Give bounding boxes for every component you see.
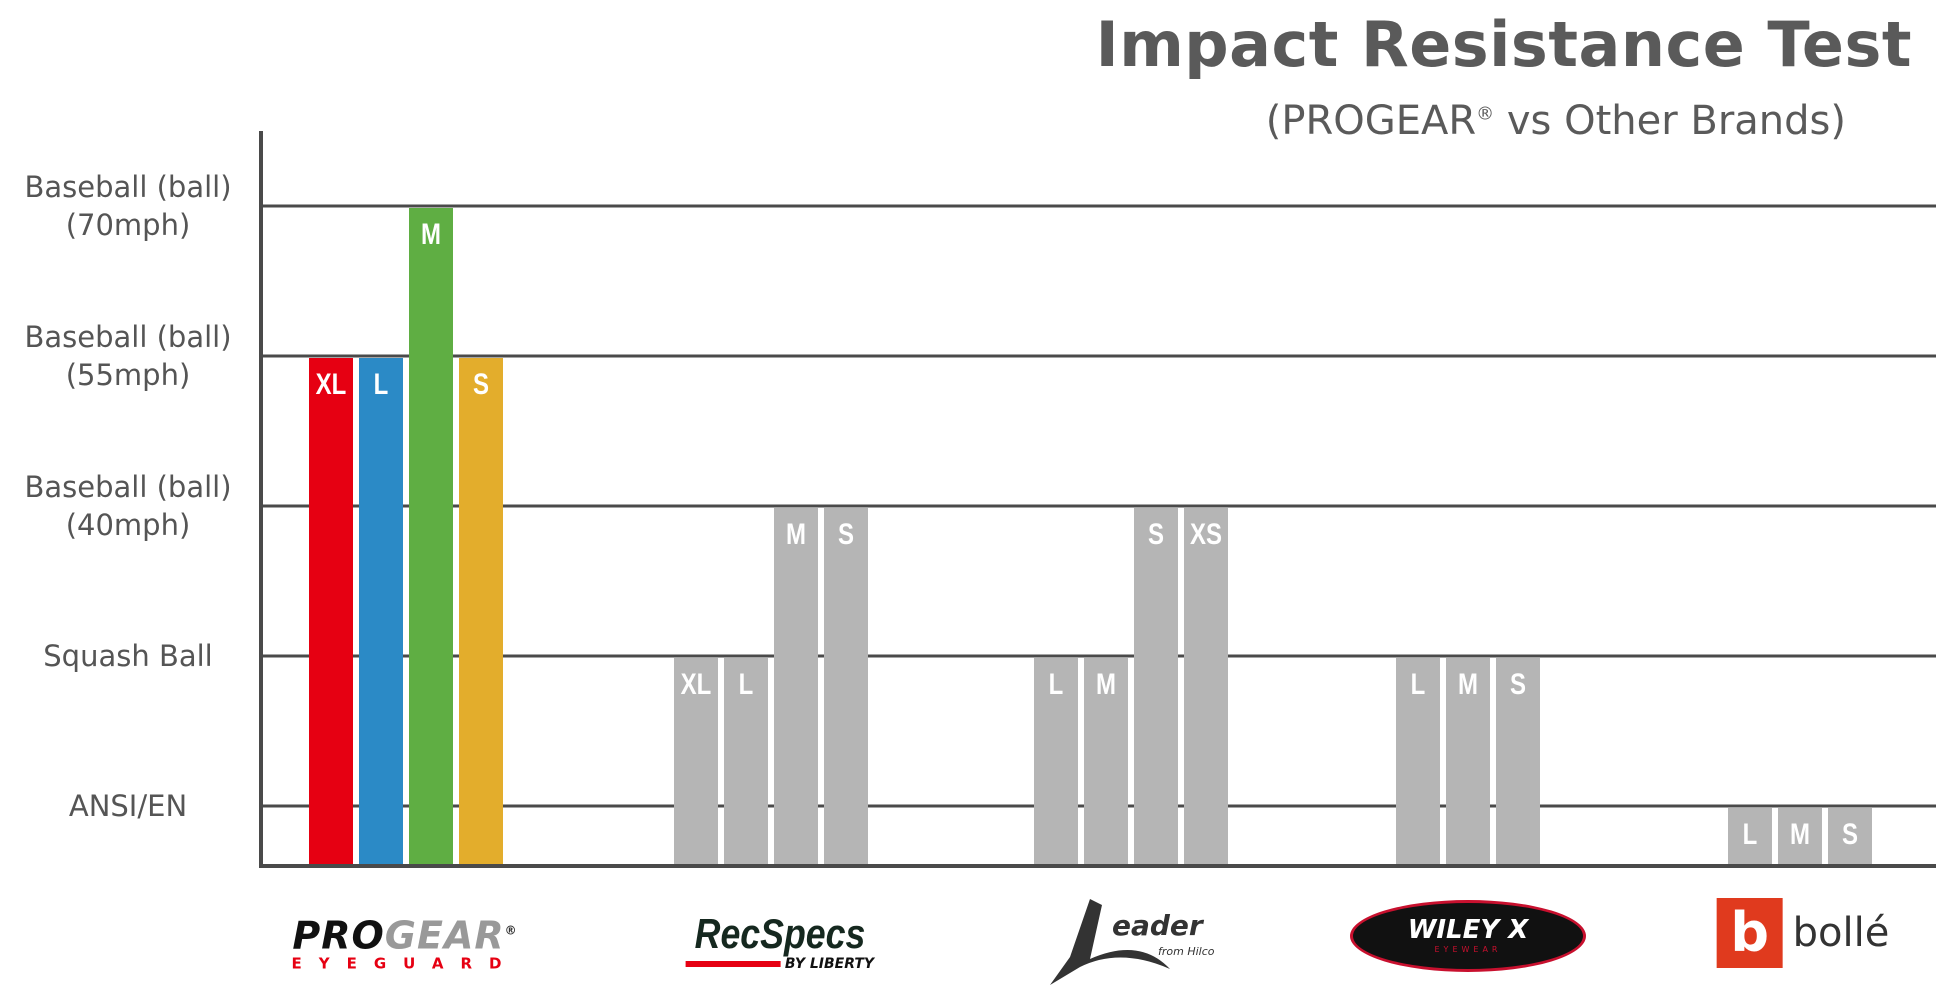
bar	[674, 658, 718, 866]
y-tick-label: (55mph)	[66, 358, 191, 392]
bar	[459, 358, 503, 866]
bar	[1184, 508, 1228, 866]
bar	[824, 508, 868, 866]
bar	[409, 208, 453, 866]
progear-logo: PROGEAR® EYEGUARD	[291, 913, 519, 973]
bar	[1496, 658, 1540, 866]
subtitle-prefix: (PROGEAR	[1265, 98, 1477, 144]
bar-size-label: S	[1510, 666, 1526, 700]
bar	[1084, 658, 1128, 866]
bar-size-label: L	[739, 666, 754, 700]
bar	[774, 508, 818, 866]
bar-size-label: M	[1096, 666, 1116, 700]
bar-size-label: XL	[681, 666, 712, 700]
bar	[724, 658, 768, 866]
bar-size-label: S	[1842, 816, 1858, 850]
bar	[1728, 808, 1772, 866]
bar-size-label: L	[1411, 666, 1426, 700]
bar-size-label: L	[374, 366, 389, 400]
bar-size-label: M	[1790, 816, 1810, 850]
y-tick-label: Baseball (ball)	[24, 170, 231, 204]
bar	[309, 358, 353, 866]
y-tick-label: ANSI/EN	[69, 789, 187, 823]
bar	[1778, 808, 1822, 866]
chart-title: Impact Resistance Test	[1095, 8, 1912, 81]
bar	[1034, 658, 1078, 866]
bar	[1828, 808, 1872, 866]
y-tick-label: (40mph)	[66, 508, 191, 542]
bar-size-label: S	[838, 516, 854, 550]
bar-size-label: L	[1743, 816, 1758, 850]
bolle-b-icon: b	[1716, 898, 1783, 968]
bar-size-label: M	[786, 516, 806, 550]
bar-size-label: L	[1049, 666, 1064, 700]
leader-l-icon	[1050, 899, 1170, 985]
bar	[359, 358, 403, 866]
y-tick-label: Squash Ball	[43, 639, 212, 673]
bar-size-label: S	[1148, 516, 1164, 550]
subtitle-suffix: vs Other Brands)	[1494, 98, 1846, 144]
chart-subtitle: (PROGEAR® vs Other Brands)	[1266, 98, 1846, 144]
bolle-logo: b bollé	[1716, 898, 1889, 968]
bar	[1446, 658, 1490, 866]
wileyx-logo: WILEY X EYEWEAR	[1350, 900, 1586, 972]
y-tick-label: (70mph)	[66, 208, 191, 242]
recspecs-logo: RecSpecs BY LIBERTY	[680, 912, 881, 972]
bar-size-label: M	[1458, 666, 1478, 700]
bar-size-label: XL	[316, 366, 347, 400]
registered-mark: ®	[1476, 103, 1495, 125]
y-tick-label: Baseball (ball)	[24, 470, 231, 504]
bar-size-label: XS	[1190, 516, 1222, 550]
bar-size-label: M	[421, 216, 441, 250]
y-tick-label: Baseball (ball)	[24, 320, 231, 354]
bar	[1134, 508, 1178, 866]
leader-logo: eader from Hilco	[1050, 897, 1220, 987]
bar	[1396, 658, 1440, 866]
bar-size-label: S	[473, 366, 489, 400]
